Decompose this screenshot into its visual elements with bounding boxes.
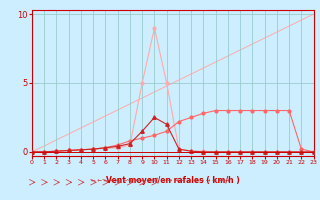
X-axis label: Vent moyen/en rafales ( km/h ): Vent moyen/en rafales ( km/h ) <box>106 176 240 185</box>
Text: ← ← ← ← ← ← ← ← ← ← ↑ → → → → → → → → → → →: ← ← ← ← ← ← ← ← ← ← ↑ → → → → → → → → → … <box>91 178 229 182</box>
